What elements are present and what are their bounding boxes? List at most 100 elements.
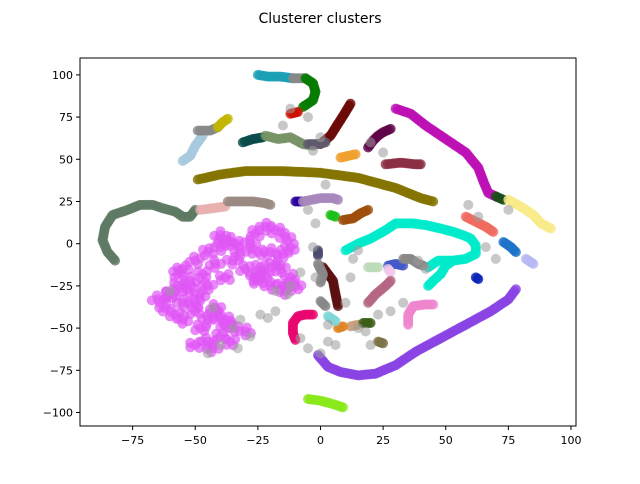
data-point	[234, 235, 245, 246]
cluster-9	[297, 73, 321, 112]
data-point	[283, 245, 294, 256]
data-point	[333, 301, 343, 312]
data-point	[262, 313, 273, 323]
x-tick-label: −50	[184, 434, 207, 447]
data-point	[265, 199, 276, 210]
data-point	[545, 223, 556, 234]
data-point	[308, 309, 318, 320]
cluster-19	[460, 211, 499, 237]
cluster-23	[222, 196, 276, 210]
data-point	[385, 275, 396, 286]
data-point	[216, 310, 227, 321]
x-tick-label: −25	[246, 434, 269, 447]
cluster-30	[470, 272, 484, 285]
data-point	[199, 326, 210, 337]
data-point	[528, 258, 539, 269]
data-point	[463, 199, 474, 210]
cluster-50	[165, 103, 514, 359]
data-point	[303, 204, 313, 215]
data-point	[190, 325, 201, 336]
data-point	[241, 246, 252, 257]
data-point	[270, 266, 281, 277]
data-point	[208, 313, 219, 324]
data-point	[480, 242, 491, 253]
data-point	[353, 245, 364, 256]
data-point	[285, 103, 296, 114]
y-tick-label: −75	[50, 364, 73, 377]
cluster-35	[363, 275, 396, 308]
data-point	[146, 295, 157, 306]
cluster-3	[192, 122, 223, 136]
data-point	[245, 331, 256, 342]
data-point	[303, 343, 313, 354]
data-point	[313, 250, 323, 261]
cluster-18	[503, 194, 556, 234]
cluster-48	[303, 394, 348, 413]
data-point	[385, 267, 396, 278]
data-point	[308, 242, 318, 253]
data-point	[270, 306, 281, 317]
data-point	[378, 147, 389, 158]
data-point	[315, 348, 326, 359]
cluster-20	[498, 237, 521, 258]
data-point	[365, 340, 376, 350]
x-axis: −75 −50 −25 0 25 50 75 100	[121, 426, 581, 447]
data-point	[303, 112, 313, 123]
data-point	[330, 211, 341, 222]
data-point	[330, 316, 341, 327]
data-point	[275, 227, 286, 238]
data-point	[280, 262, 291, 273]
data-point	[365, 137, 376, 148]
data-point	[259, 246, 270, 257]
data-point	[282, 289, 293, 300]
data-point	[214, 270, 225, 281]
data-point	[252, 265, 263, 276]
data-point	[215, 322, 226, 332]
data-point	[330, 340, 341, 350]
data-point	[227, 323, 238, 334]
data-point	[186, 279, 197, 290]
cluster-46	[323, 311, 341, 327]
data-point	[215, 340, 226, 350]
cluster-1	[192, 166, 439, 207]
data-point	[398, 297, 409, 308]
data-point	[428, 299, 439, 310]
data-point	[445, 255, 456, 266]
data-point	[248, 278, 259, 289]
cluster-34	[383, 264, 396, 278]
chart-title: Clusterer clusters	[258, 11, 381, 27]
data-point	[353, 323, 364, 334]
cluster-36	[403, 299, 439, 330]
data-point	[320, 301, 331, 312]
cluster-4	[212, 113, 233, 133]
cluster-27	[338, 204, 374, 226]
data-point	[259, 259, 270, 270]
data-point	[295, 333, 306, 344]
y-tick-label: −50	[50, 322, 73, 335]
data-point	[184, 299, 195, 309]
data-point	[235, 266, 246, 276]
data-point	[154, 302, 165, 313]
data-point	[323, 319, 333, 330]
data-point	[200, 277, 211, 288]
cluster-37	[313, 284, 521, 381]
data-point	[285, 280, 296, 291]
data-point	[315, 132, 326, 143]
data-point	[510, 284, 521, 295]
data-point	[488, 226, 499, 237]
y-tick-label: −25	[50, 280, 73, 293]
data-point	[340, 297, 351, 308]
data-point	[365, 318, 376, 328]
data-point	[230, 334, 241, 345]
data-point	[323, 336, 333, 347]
axes-frame	[79, 57, 577, 427]
data-point	[235, 314, 246, 325]
data-point	[194, 336, 205, 347]
x-tick-label: 25	[376, 434, 390, 447]
plot-marks	[97, 69, 556, 413]
x-tick-label: 75	[501, 434, 515, 447]
data-point	[348, 253, 359, 264]
data-point	[490, 253, 501, 264]
